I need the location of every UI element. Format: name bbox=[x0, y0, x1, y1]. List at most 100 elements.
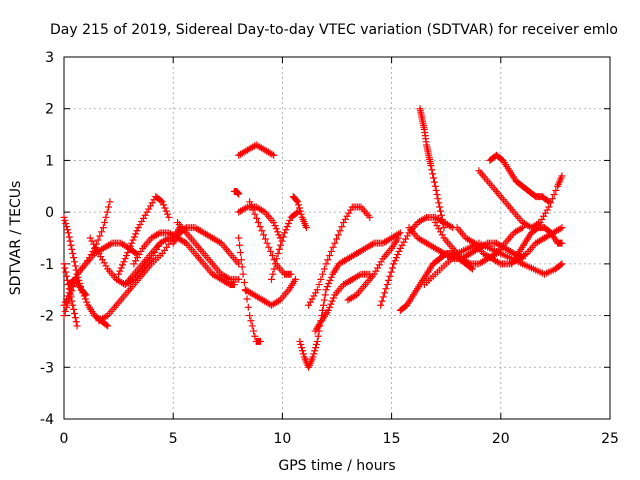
data-point bbox=[104, 322, 112, 330]
data-point bbox=[558, 224, 566, 232]
data-point bbox=[271, 260, 279, 268]
data-point bbox=[435, 225, 443, 233]
data-point bbox=[431, 182, 439, 190]
data-point bbox=[319, 270, 327, 278]
x-tick-label: 25 bbox=[601, 431, 619, 447]
data-point bbox=[83, 298, 91, 306]
data-point bbox=[331, 239, 339, 247]
x-tick-label: 10 bbox=[273, 431, 291, 447]
data-point bbox=[250, 327, 258, 335]
data-point bbox=[296, 337, 304, 345]
data-point bbox=[558, 172, 566, 180]
data-point bbox=[230, 281, 238, 289]
data-point bbox=[69, 283, 77, 291]
data-point bbox=[64, 299, 72, 307]
data-point bbox=[132, 230, 140, 238]
data-point bbox=[61, 307, 69, 315]
data-point bbox=[398, 241, 406, 249]
data-point bbox=[67, 241, 75, 249]
data-point bbox=[88, 237, 96, 245]
data-point bbox=[320, 296, 328, 304]
data-point bbox=[271, 222, 279, 230]
data-point bbox=[102, 213, 110, 221]
data-point bbox=[141, 211, 149, 219]
data-point bbox=[79, 289, 87, 297]
data-point bbox=[165, 213, 173, 221]
data-point bbox=[275, 245, 283, 253]
data-point bbox=[287, 270, 295, 278]
data-point bbox=[388, 264, 396, 272]
data-point bbox=[313, 337, 321, 345]
data-point bbox=[326, 276, 334, 284]
data-point bbox=[67, 291, 75, 299]
x-tick-label: 15 bbox=[383, 431, 401, 447]
data-point bbox=[432, 186, 440, 194]
data-point bbox=[160, 201, 168, 209]
data-point bbox=[340, 218, 348, 226]
data-point bbox=[63, 303, 71, 311]
y-tick-label: 0 bbox=[45, 205, 54, 221]
data-point bbox=[345, 209, 353, 217]
data-point bbox=[268, 252, 276, 260]
data-point bbox=[308, 295, 316, 303]
data-point bbox=[433, 191, 441, 199]
data-point bbox=[327, 247, 335, 255]
data-point bbox=[347, 206, 355, 214]
data-point bbox=[138, 217, 146, 225]
data-point bbox=[158, 198, 166, 206]
data-point bbox=[381, 289, 389, 297]
data-point bbox=[73, 322, 81, 330]
data-point bbox=[246, 312, 254, 320]
data-point bbox=[283, 223, 291, 231]
data-point bbox=[338, 223, 346, 231]
data-point bbox=[382, 285, 390, 293]
data-point bbox=[251, 332, 259, 340]
data-point bbox=[257, 337, 265, 345]
data-point bbox=[428, 166, 436, 174]
data-point bbox=[273, 255, 281, 263]
data-point bbox=[317, 275, 325, 283]
data-point bbox=[313, 286, 321, 294]
data-point bbox=[387, 268, 395, 276]
data-point bbox=[247, 317, 255, 325]
data-point bbox=[164, 210, 172, 218]
data-point bbox=[377, 301, 385, 309]
data-point bbox=[310, 292, 318, 300]
y-tick-label: -2 bbox=[40, 309, 54, 325]
data-point bbox=[240, 278, 248, 286]
data-point bbox=[120, 258, 128, 266]
data-point bbox=[235, 190, 243, 198]
data-point bbox=[321, 291, 329, 299]
data-point bbox=[440, 224, 448, 232]
x-tick-label: 0 bbox=[60, 431, 69, 447]
y-tick-labels: -4 -3 -2 -1 0 1 2 3 bbox=[40, 50, 54, 428]
data-point bbox=[121, 255, 129, 263]
data-point bbox=[278, 237, 286, 245]
data-point bbox=[295, 204, 303, 212]
data-point bbox=[128, 239, 136, 247]
data-point bbox=[557, 261, 565, 269]
data-point bbox=[552, 186, 560, 194]
data-point bbox=[124, 248, 132, 256]
data-point bbox=[336, 227, 344, 235]
x-tick-labels: 0 5 10 15 20 25 bbox=[60, 431, 619, 447]
data-point bbox=[65, 233, 73, 241]
data-point bbox=[265, 243, 273, 251]
data-points bbox=[60, 105, 566, 371]
data-point bbox=[134, 224, 142, 232]
data-point bbox=[305, 301, 313, 309]
data-point bbox=[244, 303, 252, 311]
data-point bbox=[62, 220, 70, 228]
data-point bbox=[545, 203, 553, 211]
x-tick-label: 5 bbox=[169, 431, 178, 447]
y-tick-label: 1 bbox=[45, 153, 54, 169]
data-point bbox=[80, 292, 88, 300]
data-point bbox=[103, 208, 111, 216]
data-point bbox=[390, 260, 398, 268]
data-point bbox=[130, 233, 138, 241]
data-point bbox=[309, 353, 317, 361]
data-point bbox=[72, 318, 80, 326]
data-point bbox=[60, 260, 68, 268]
data-point bbox=[324, 256, 332, 264]
data-point bbox=[130, 260, 138, 268]
